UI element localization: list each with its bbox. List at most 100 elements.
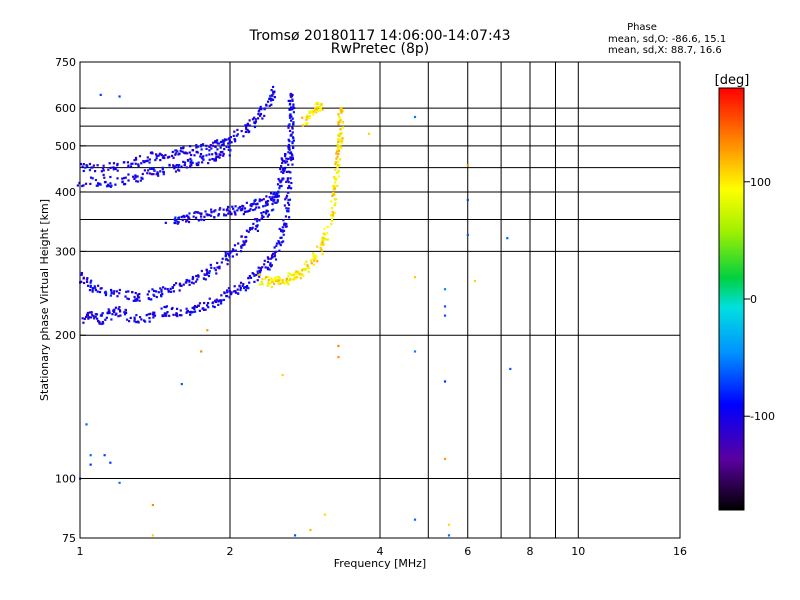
- data-point: [301, 124, 304, 127]
- data-point: [250, 227, 253, 231]
- data-point: [285, 207, 288, 210]
- data-point: [287, 198, 290, 202]
- data-point: [324, 238, 327, 241]
- data-point: [213, 145, 217, 148]
- data-point: [161, 167, 164, 171]
- data-point: [104, 293, 108, 297]
- data-point: [282, 219, 285, 222]
- data-point: [239, 250, 243, 253]
- data-point: [112, 168, 115, 171]
- data-point: [224, 255, 227, 258]
- data-point: [89, 285, 92, 289]
- data-point: [286, 279, 290, 282]
- data-point: [177, 217, 180, 220]
- data-point: [330, 207, 334, 210]
- data-point: [103, 176, 106, 179]
- data-point: [192, 215, 195, 218]
- data-point: [85, 164, 88, 167]
- data-point: [99, 93, 102, 96]
- data-point: [172, 164, 175, 167]
- data-point: [93, 169, 97, 173]
- data-point: [196, 278, 199, 281]
- data-point: [290, 158, 293, 162]
- data-point: [220, 151, 223, 154]
- data-point: [312, 110, 315, 113]
- data-point: [96, 317, 99, 320]
- data-point: [367, 132, 371, 135]
- data-point: [167, 290, 170, 293]
- data-point: [340, 111, 343, 114]
- data-point: [269, 192, 273, 195]
- data-point: [280, 164, 283, 168]
- data-point: [270, 280, 273, 283]
- data-point: [217, 142, 221, 145]
- data-point: [171, 150, 174, 154]
- data-point: [211, 157, 214, 161]
- data-point: [152, 316, 155, 319]
- data-point: [238, 284, 241, 287]
- data-point: [94, 286, 97, 290]
- data-point: [138, 292, 141, 296]
- data-point: [291, 140, 294, 144]
- data-point: [279, 229, 283, 232]
- data-point: [208, 145, 211, 148]
- data-point: [287, 99, 290, 103]
- data-point: [227, 254, 231, 257]
- data-point: [290, 181, 293, 185]
- data-point: [174, 216, 177, 219]
- data-point: [256, 272, 260, 275]
- data-point: [302, 268, 305, 271]
- data-point: [261, 278, 264, 281]
- data-point: [290, 119, 293, 122]
- data-point: [308, 111, 311, 114]
- data-point: [253, 280, 256, 283]
- data-point: [274, 276, 277, 279]
- data-point: [218, 208, 221, 211]
- data-point: [269, 282, 272, 285]
- data-point: [123, 311, 126, 314]
- data-point: [133, 318, 136, 321]
- series-x-mode: [257, 107, 345, 289]
- data-point: [191, 275, 194, 279]
- data-point: [191, 306, 194, 309]
- data-point: [80, 280, 83, 283]
- data-point: [283, 168, 286, 171]
- data-point: [277, 282, 280, 285]
- data-point: [413, 518, 417, 521]
- data-point: [277, 275, 280, 279]
- data-point: [335, 157, 338, 160]
- data-point: [195, 146, 198, 149]
- data-point: [163, 312, 166, 315]
- data-point: [91, 313, 94, 316]
- data-point: [99, 183, 102, 186]
- data-point: [259, 269, 262, 272]
- data-point: [193, 307, 196, 311]
- data-point: [100, 322, 103, 326]
- data-point: [274, 194, 277, 197]
- data-point: [81, 184, 84, 188]
- data-point: [323, 227, 326, 230]
- data-point: [191, 161, 194, 164]
- data-points: [76, 85, 512, 537]
- data-point: [280, 236, 283, 239]
- data-point: [197, 304, 200, 307]
- data-point: [142, 319, 146, 322]
- data-point: [181, 150, 184, 153]
- data-point: [229, 251, 232, 255]
- data-point: [175, 312, 178, 315]
- data-point: [180, 215, 183, 219]
- data-point: [107, 308, 110, 311]
- data-point: [339, 118, 342, 122]
- data-point: [282, 171, 285, 175]
- data-point: [223, 292, 226, 295]
- colorbar-tick-label: 0: [750, 293, 757, 306]
- y-tick-label: 600: [55, 102, 76, 115]
- data-point: [287, 138, 290, 141]
- data-point: [239, 286, 242, 290]
- data-point: [124, 176, 127, 179]
- data-point: [234, 140, 237, 143]
- data-point: [269, 94, 272, 97]
- data-point: [245, 201, 249, 204]
- data-point: [100, 314, 103, 317]
- data-point: [217, 300, 220, 303]
